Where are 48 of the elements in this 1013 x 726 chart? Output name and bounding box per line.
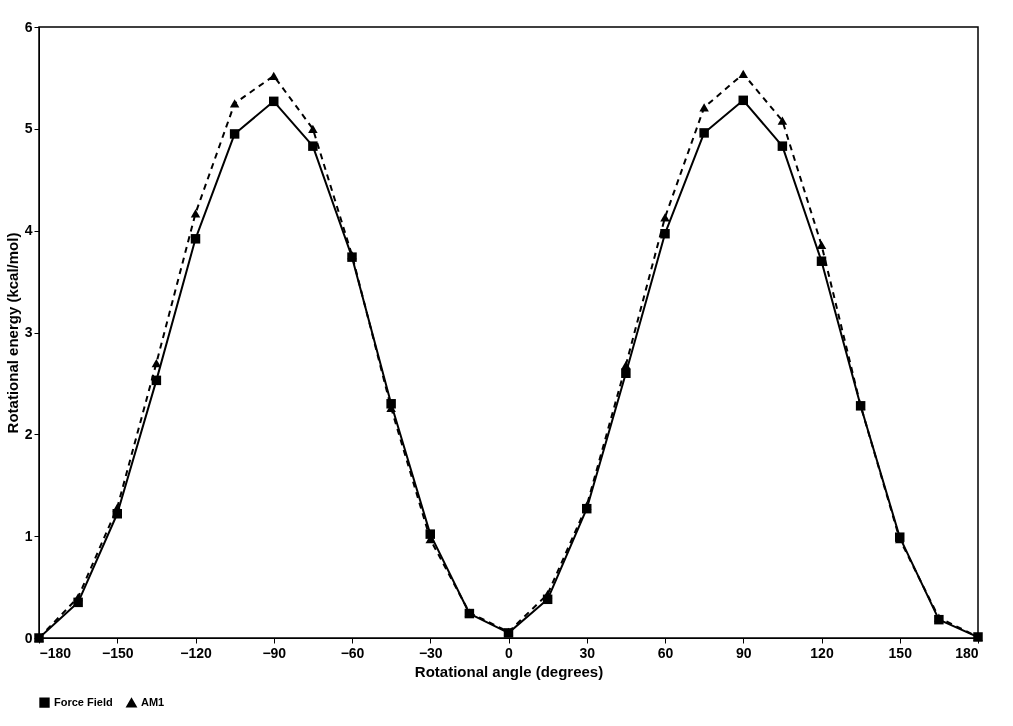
x-tick-label: 180 <box>955 644 979 661</box>
point <box>229 99 240 108</box>
x-tick-label: −120 <box>180 644 212 661</box>
y-axis-title: Rotational energy (kcal/mol) <box>3 232 21 434</box>
point <box>151 375 162 386</box>
y-tick-label: 4 <box>24 222 33 239</box>
point <box>699 128 709 138</box>
y-tick-label: 2 <box>24 425 33 442</box>
x-tick-label: 60 <box>657 644 674 661</box>
point <box>738 95 748 106</box>
point <box>269 96 279 107</box>
x-tick-label: 0 <box>505 644 514 661</box>
x-tick-label: −90 <box>262 644 287 661</box>
legend-label: AM1 <box>141 695 165 708</box>
x-tick-label: −60 <box>340 644 365 661</box>
point <box>425 529 435 539</box>
x-tick-label: −30 <box>418 644 443 661</box>
y-tick-label: 5 <box>24 120 33 137</box>
point <box>190 234 201 244</box>
y-tick-label: 6 <box>24 18 33 35</box>
point <box>621 360 631 370</box>
point <box>660 213 670 222</box>
point <box>816 256 827 266</box>
point <box>190 209 201 218</box>
point <box>777 116 788 125</box>
point <box>112 503 122 512</box>
point <box>308 141 318 151</box>
point <box>699 103 709 112</box>
x-tick-label: 120 <box>810 644 834 661</box>
x-tick-label: 90 <box>735 644 752 661</box>
y-tick-label: 3 <box>24 324 33 340</box>
point <box>738 69 748 78</box>
y-tick-label: 0 <box>24 629 33 646</box>
point <box>308 124 318 133</box>
point <box>816 240 827 250</box>
point <box>269 71 279 80</box>
point <box>73 593 83 602</box>
point <box>621 368 631 378</box>
point <box>777 141 788 151</box>
y-tick-label: 1 <box>24 527 33 544</box>
x-tick-label: −180 <box>39 644 72 661</box>
x-tick-label: −150 <box>101 644 134 661</box>
x-tick-label: 150 <box>888 644 913 661</box>
point <box>229 129 240 139</box>
x-tick-label: 30 <box>579 644 596 661</box>
point <box>660 228 670 239</box>
legend-label: Force Field <box>54 695 113 708</box>
x-axis-title: Rotational angle (degrees) <box>414 662 604 680</box>
